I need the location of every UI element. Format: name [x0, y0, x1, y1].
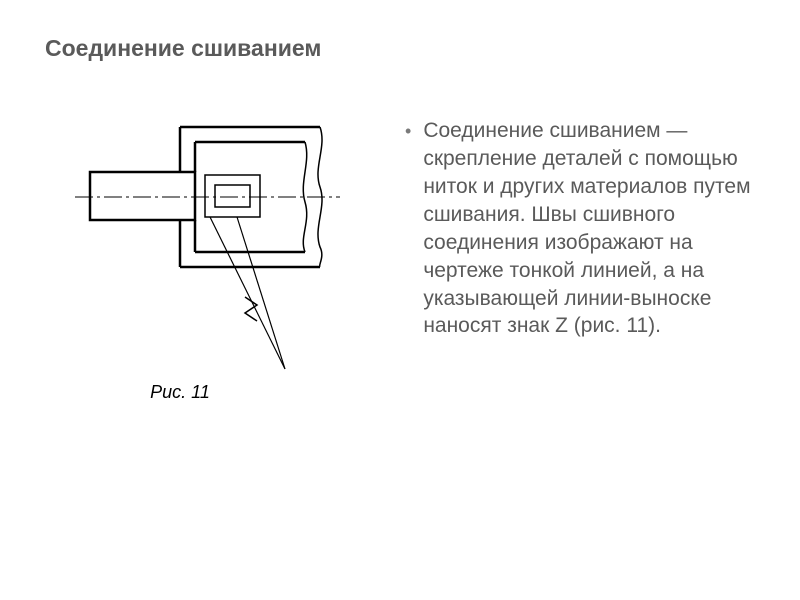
bullet-marker: • — [405, 119, 411, 144]
description-column: • Соединение сшиванием — скрепление дета… — [405, 117, 755, 403]
bullet-item: • Соединение сшиванием — скрепление дета… — [405, 117, 755, 340]
figure-caption: Рис. 11 — [150, 382, 210, 403]
description-text: Соединение сшиванием — скрепление детале… — [423, 117, 755, 340]
page-title: Соединение сшиванием — [45, 35, 755, 62]
content: Рис. 11 • Соединение сшиванием — скрепле… — [45, 117, 755, 403]
stitch-diagram — [55, 117, 355, 377]
diagram-column: Рис. 11 — [45, 117, 365, 403]
